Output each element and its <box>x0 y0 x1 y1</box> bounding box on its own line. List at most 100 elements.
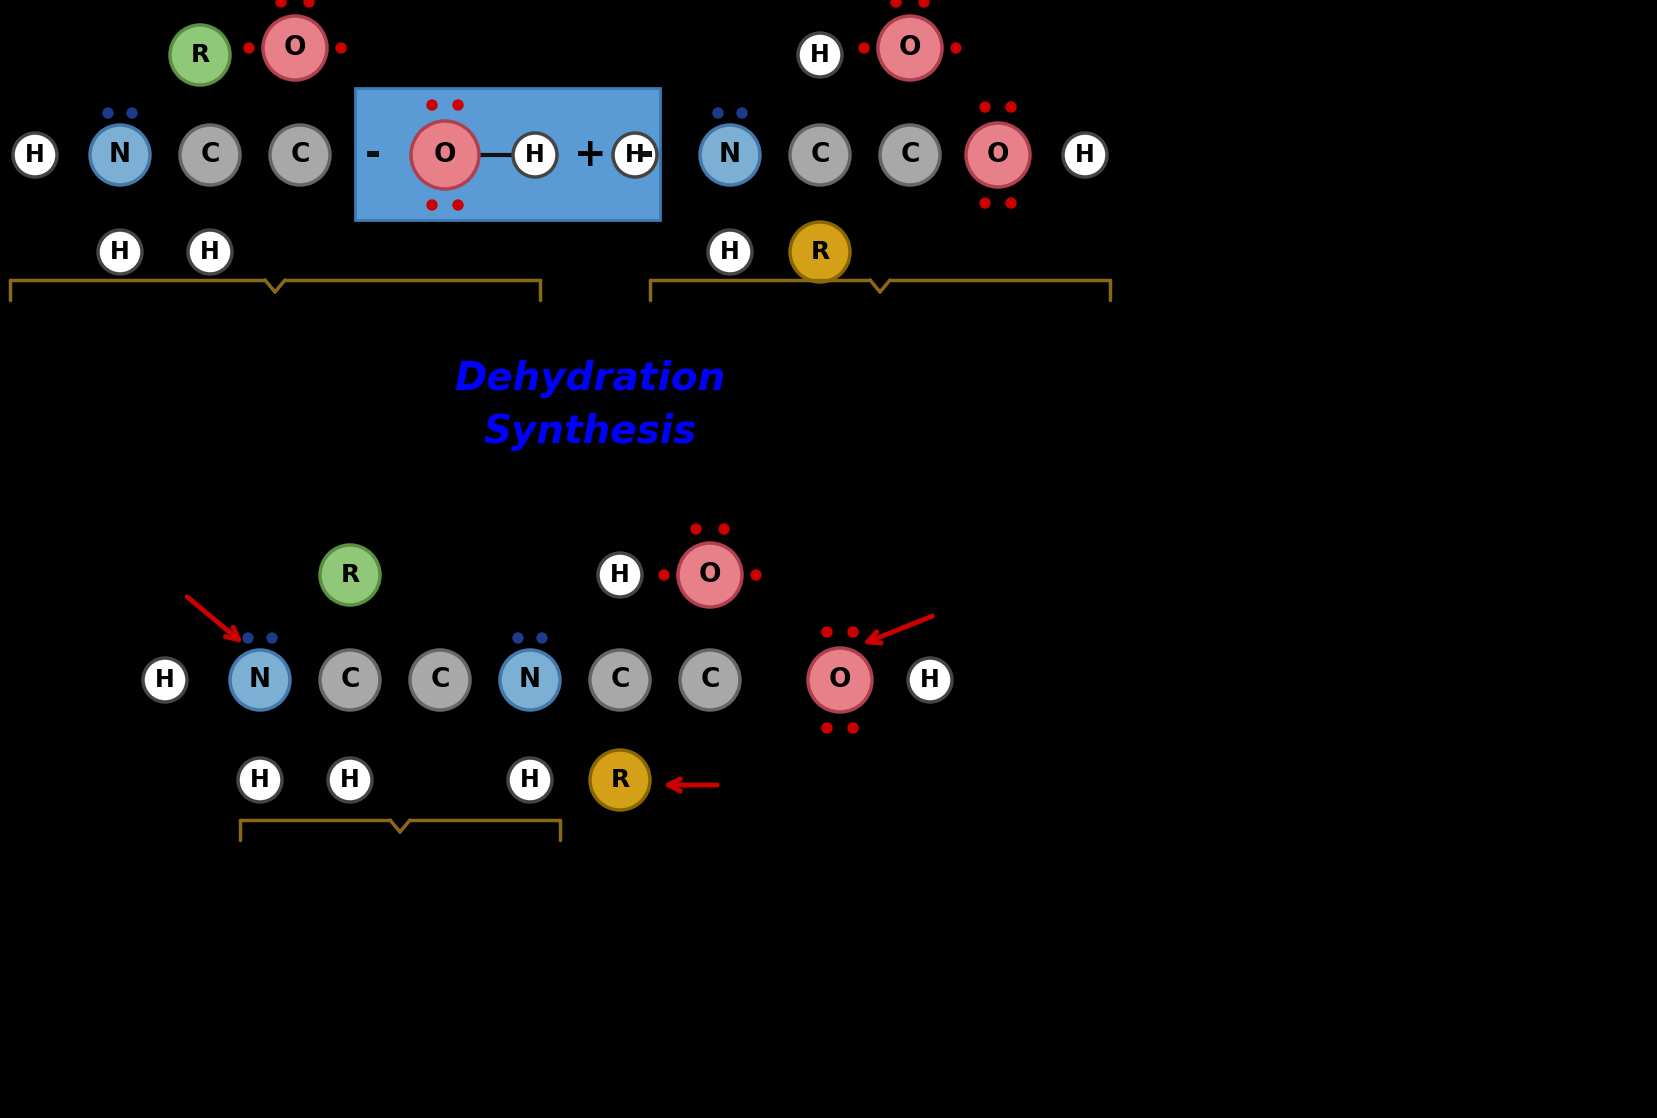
Circle shape <box>847 627 857 637</box>
Circle shape <box>409 650 469 710</box>
Circle shape <box>171 25 230 85</box>
Circle shape <box>244 633 254 643</box>
Text: -: - <box>638 136 653 174</box>
Text: N: N <box>249 667 270 693</box>
Circle shape <box>918 0 928 7</box>
Circle shape <box>847 723 857 733</box>
Text: N: N <box>109 142 131 168</box>
Text: C: C <box>431 667 449 693</box>
Circle shape <box>822 627 832 637</box>
Circle shape <box>691 524 701 534</box>
Circle shape <box>128 108 138 119</box>
Circle shape <box>275 0 285 7</box>
Circle shape <box>590 750 650 811</box>
Text: H: H <box>625 143 645 167</box>
Circle shape <box>979 198 989 208</box>
Circle shape <box>143 659 187 702</box>
Circle shape <box>966 123 1029 187</box>
Text: O: O <box>986 142 1009 168</box>
Circle shape <box>797 34 842 77</box>
Circle shape <box>908 659 951 702</box>
Text: R: R <box>810 240 828 264</box>
Circle shape <box>303 0 313 7</box>
Text: R: R <box>610 768 630 792</box>
Circle shape <box>230 650 290 710</box>
Text: R: R <box>340 563 360 587</box>
Circle shape <box>428 200 437 210</box>
Circle shape <box>822 723 832 733</box>
Text: H: H <box>156 667 174 692</box>
Text: H: H <box>520 768 540 792</box>
Text: H: H <box>250 768 270 792</box>
Circle shape <box>452 100 462 110</box>
Text: O: O <box>898 35 921 61</box>
Circle shape <box>789 222 850 282</box>
Circle shape <box>979 102 989 112</box>
Text: H: H <box>810 42 830 67</box>
Circle shape <box>751 570 761 580</box>
Circle shape <box>699 125 759 184</box>
Circle shape <box>679 650 739 710</box>
Circle shape <box>1006 102 1016 112</box>
Circle shape <box>880 125 940 184</box>
Circle shape <box>858 42 868 53</box>
Circle shape <box>951 42 961 53</box>
Circle shape <box>270 125 330 184</box>
Circle shape <box>537 633 547 643</box>
Text: N: N <box>719 142 741 168</box>
Text: H: H <box>340 768 360 792</box>
Circle shape <box>890 0 900 7</box>
Circle shape <box>500 650 560 710</box>
Text: C: C <box>900 142 920 168</box>
Circle shape <box>613 133 656 177</box>
Text: C: C <box>200 142 220 168</box>
Text: H: H <box>25 143 45 167</box>
Circle shape <box>878 16 941 80</box>
Circle shape <box>507 758 552 802</box>
Circle shape <box>789 125 850 184</box>
Text: O: O <box>283 35 307 61</box>
Text: O: O <box>828 667 850 693</box>
Text: Dehydration
Synthesis: Dehydration Synthesis <box>454 360 726 451</box>
FancyBboxPatch shape <box>355 88 659 220</box>
Text: H: H <box>719 240 739 264</box>
Circle shape <box>452 200 462 210</box>
Circle shape <box>328 758 371 802</box>
Circle shape <box>103 108 113 119</box>
Circle shape <box>244 42 254 53</box>
Text: O: O <box>698 562 721 588</box>
Text: O: O <box>434 142 456 168</box>
Text: C: C <box>290 142 310 168</box>
Circle shape <box>320 650 379 710</box>
Text: N: N <box>519 667 540 693</box>
Circle shape <box>267 633 277 643</box>
Circle shape <box>13 133 56 177</box>
Text: C: C <box>810 142 828 168</box>
Circle shape <box>590 650 650 710</box>
Circle shape <box>320 544 379 605</box>
Circle shape <box>411 121 479 189</box>
Text: H: H <box>109 240 129 264</box>
Circle shape <box>263 16 326 80</box>
Circle shape <box>737 108 747 119</box>
Text: H: H <box>200 240 220 264</box>
Circle shape <box>512 633 522 643</box>
Circle shape <box>1062 133 1107 177</box>
Circle shape <box>807 648 872 712</box>
Text: H: H <box>920 667 940 692</box>
Circle shape <box>1006 198 1016 208</box>
Text: +: + <box>573 136 606 174</box>
Text: R: R <box>191 42 209 67</box>
Text: -: - <box>365 136 381 174</box>
Circle shape <box>98 230 143 274</box>
Circle shape <box>708 230 752 274</box>
Text: H: H <box>610 563 630 587</box>
Circle shape <box>678 543 742 607</box>
Text: H: H <box>525 143 545 167</box>
Circle shape <box>598 553 641 597</box>
Text: C: C <box>340 667 360 693</box>
Text: C: C <box>610 667 630 693</box>
Circle shape <box>89 125 149 184</box>
Circle shape <box>428 100 437 110</box>
Circle shape <box>512 133 557 177</box>
